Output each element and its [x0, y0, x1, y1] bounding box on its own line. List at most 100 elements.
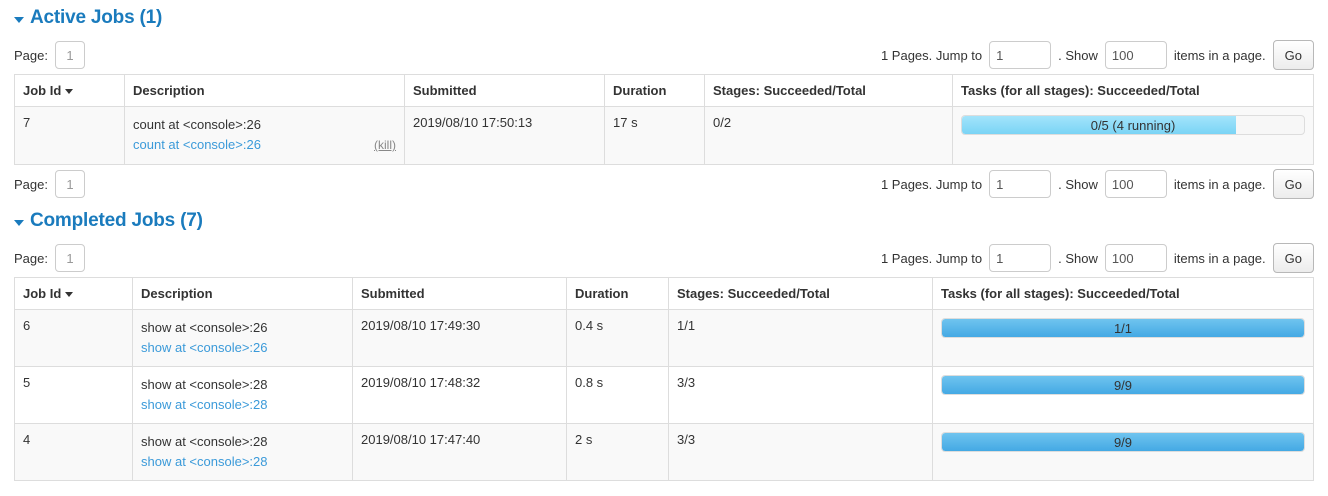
kill-job-link[interactable]: (kill) [374, 138, 396, 152]
cell-tasks: 9/9 [932, 423, 1314, 481]
task-progress-label: 9/9 [1113, 435, 1133, 450]
column-header-duration[interactable]: Duration [604, 74, 705, 107]
task-progress-bar: 9/9 [941, 432, 1305, 452]
active-jobs-title[interactable]: Active Jobs (1) [30, 7, 163, 28]
cell-job-id: 7 [14, 106, 125, 165]
active-jobs-header[interactable]: Active Jobs (1) [14, 0, 1314, 36]
go-button[interactable]: Go [1272, 243, 1314, 273]
go-button[interactable]: Go [1272, 169, 1314, 199]
column-header-stages[interactable]: Stages: Succeeded/Total [704, 74, 953, 107]
description-detail-row: count at <console>:26 (kill) [133, 134, 396, 156]
page-input[interactable] [54, 244, 85, 272]
cell-duration: 0.4 s [566, 309, 669, 367]
caret-down-icon[interactable] [14, 219, 24, 226]
column-header-submitted[interactable]: Submitted [404, 74, 605, 107]
column-header-stages[interactable]: Stages: Succeeded/Total [668, 277, 933, 310]
sort-descending-icon[interactable] [65, 89, 74, 95]
column-header-duration[interactable]: Duration [566, 277, 669, 310]
cell-stages: 0/2 [704, 106, 953, 165]
task-progress-fill [942, 376, 1304, 394]
column-header-job-id[interactable]: Job Id [14, 74, 125, 107]
page-size-input[interactable] [1104, 244, 1167, 272]
cell-submitted: 2019/08/10 17:48:32 [352, 366, 567, 424]
table-row: 4 show at <console>:28 show at <console>… [14, 423, 1314, 481]
task-progress-label: 1/1 [1113, 321, 1133, 336]
description-detail-row: show at <console>:28 [141, 394, 344, 415]
items-per-page-label: items in a page. [1173, 47, 1266, 63]
completed-pager-top-left: Page: [14, 244, 85, 272]
table-header-row: Job Id Description Submitted Duration St… [14, 74, 1314, 107]
cell-submitted: 2019/08/10 17:49:30 [352, 309, 567, 367]
description-link[interactable]: show at <console>:26 [141, 340, 268, 355]
completed-pager-top: Page: 1 Pages. Jump to . Show items in a… [14, 239, 1314, 277]
table-row: 6 show at <console>:26 show at <console>… [14, 309, 1314, 367]
show-label: . Show [1058, 176, 1098, 192]
cell-description: show at <console>:26 show at <console>:2… [132, 309, 353, 367]
table-header-row: Job Id Description Submitted Duration St… [14, 277, 1314, 310]
pages-count-label: 1 Pages. Jump to [880, 47, 983, 63]
page-label: Page: [14, 176, 48, 192]
description-link[interactable]: show at <console>:28 [141, 454, 268, 469]
cell-tasks: 1/1 [932, 309, 1314, 367]
active-pager-top-left: Page: [14, 41, 85, 69]
column-header-submitted[interactable]: Submitted [352, 277, 567, 310]
cell-stages: 1/1 [668, 309, 933, 367]
column-header-description[interactable]: Description [132, 277, 353, 310]
active-jobs-table: Job Id Description Submitted Duration St… [14, 74, 1314, 165]
cell-duration: 2 s [566, 423, 669, 481]
items-per-page-label: items in a page. [1173, 176, 1266, 192]
task-progress-fill [942, 433, 1304, 451]
completed-jobs-header[interactable]: Completed Jobs (7) [14, 203, 1314, 239]
description-detail-row: show at <console>:28 [141, 451, 344, 472]
show-label: . Show [1058, 250, 1098, 266]
cell-description: count at <console>:26 count at <console>… [124, 106, 405, 165]
pages-count-label: 1 Pages. Jump to [880, 176, 983, 192]
description-link[interactable]: count at <console>:26 [133, 137, 261, 152]
task-progress-bar: 9/9 [941, 375, 1305, 395]
task-progress-label: 9/9 [1113, 378, 1133, 393]
page-size-input[interactable] [1104, 170, 1167, 198]
page-label: Page: [14, 47, 48, 63]
active-pager-top-right: 1 Pages. Jump to . Show items in a page.… [881, 40, 1314, 70]
task-progress-label: 0/5 (4 running) [1090, 118, 1176, 133]
active-pager-bottom-right: 1 Pages. Jump to . Show items in a page.… [881, 169, 1314, 199]
active-pager-top: Page: 1 Pages. Jump to . Show items in a… [14, 36, 1314, 74]
completed-jobs-table: Job Id Description Submitted Duration St… [14, 277, 1314, 481]
cell-description: show at <console>:28 show at <console>:2… [132, 423, 353, 481]
description-title: count at <console>:26 [133, 117, 261, 132]
show-label: . Show [1058, 47, 1098, 63]
page-input[interactable] [54, 41, 85, 69]
cell-job-id: 5 [14, 366, 133, 424]
cell-description: show at <console>:28 show at <console>:2… [132, 366, 353, 424]
jump-to-input[interactable] [989, 170, 1052, 198]
column-label: Job Id [23, 83, 62, 98]
task-progress-bar: 1/1 [941, 318, 1305, 338]
page-input[interactable] [54, 170, 85, 198]
table-row: 5 show at <console>:28 show at <console>… [14, 366, 1314, 424]
task-progress-bar: 0/5 (4 running) [961, 115, 1305, 135]
column-header-job-id[interactable]: Job Id [14, 277, 133, 310]
page-label: Page: [14, 250, 48, 266]
page-size-input[interactable] [1104, 41, 1167, 69]
description-detail-row: show at <console>:26 [141, 337, 344, 358]
description-link[interactable]: show at <console>:28 [141, 397, 268, 412]
completed-jobs-title[interactable]: Completed Jobs (7) [30, 210, 203, 231]
jump-to-input[interactable] [989, 41, 1052, 69]
column-header-description[interactable]: Description [124, 74, 405, 107]
column-header-tasks[interactable]: Tasks (for all stages): Succeeded/Total [932, 277, 1314, 310]
table-row: 7 count at <console>:26 count at <consol… [14, 106, 1314, 165]
sort-descending-icon[interactable] [65, 292, 74, 298]
cell-submitted: 2019/08/10 17:50:13 [404, 106, 605, 165]
task-progress-fill [962, 116, 1236, 134]
go-button[interactable]: Go [1272, 40, 1314, 70]
section-completed-jobs: Completed Jobs (7) Page: 1 Pages. Jump t… [14, 203, 1314, 481]
active-pager-bottom-left: Page: [14, 170, 85, 198]
section-active-jobs: Active Jobs (1) Page: 1 Pages. Jump to .… [14, 0, 1314, 203]
cell-tasks: 9/9 [932, 366, 1314, 424]
jump-to-input[interactable] [989, 244, 1052, 272]
column-header-tasks[interactable]: Tasks (for all stages): Succeeded/Total [952, 74, 1314, 107]
cell-stages: 3/3 [668, 423, 933, 481]
active-pager-bottom: Page: 1 Pages. Jump to . Show items in a… [14, 165, 1314, 203]
caret-down-icon[interactable] [14, 16, 24, 23]
description-title: show at <console>:28 [141, 377, 268, 392]
